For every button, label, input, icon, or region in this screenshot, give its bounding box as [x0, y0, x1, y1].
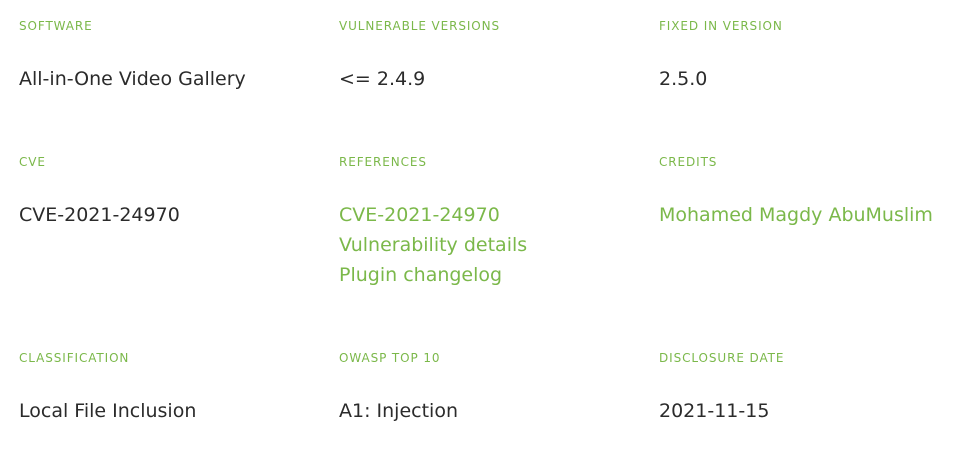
cve-value: CVE-2021-24970: [19, 204, 180, 226]
owasp-label: OWASP TOP 10: [339, 351, 441, 365]
disclosure-date-label: DISCLOSURE DATE: [659, 351, 785, 365]
cve-field: CVE CVE-2021-24970: [19, 155, 180, 230]
disclosure-date-field: DISCLOSURE DATE 2021-11-15: [659, 351, 784, 426]
reference-link-vulnerability-details[interactable]: Vulnerability details: [339, 234, 528, 256]
references-field: REFERENCES CVE-2021-24970 Vulnerability …: [339, 155, 527, 290]
credits-label: CREDITS: [659, 155, 718, 169]
vulnerable-versions-value: <= 2.4.9: [339, 68, 426, 90]
classification-value: Local File Inclusion: [19, 400, 197, 422]
software-field: SOFTWARE All-in-One Video Gallery: [19, 19, 246, 94]
cve-label: CVE: [19, 155, 46, 169]
vulnerable-versions-label: VULNERABLE VERSIONS: [339, 19, 501, 33]
disclosure-date-value: 2021-11-15: [659, 400, 770, 422]
fixed-in-version-value: 2.5.0: [659, 68, 708, 90]
vulnerable-versions-field: VULNERABLE VERSIONS <= 2.4.9: [339, 19, 500, 94]
classification-label: CLASSIFICATION: [19, 351, 130, 365]
classification-field: CLASSIFICATION Local File Inclusion: [19, 351, 196, 426]
fixed-in-version-label: FIXED IN VERSION: [659, 19, 783, 33]
fixed-in-version-field: FIXED IN VERSION 2.5.0: [659, 19, 783, 94]
credits-value-wrapper: Mohamed Magdy AbuMuslim: [659, 200, 933, 230]
references-list: CVE-2021-24970 Vulnerability details Plu…: [339, 200, 527, 290]
reference-link-cve[interactable]: CVE-2021-24970: [339, 204, 500, 226]
credits-field: CREDITS Mohamed Magdy AbuMuslim: [659, 155, 933, 230]
references-label: REFERENCES: [339, 155, 427, 169]
reference-link-plugin-changelog[interactable]: Plugin changelog: [339, 264, 503, 286]
owasp-value: A1: Injection: [339, 400, 458, 422]
credits-link[interactable]: Mohamed Magdy AbuMuslim: [659, 204, 933, 226]
software-value: All-in-One Video Gallery: [19, 68, 246, 90]
owasp-field: OWASP TOP 10 A1: Injection: [339, 351, 458, 426]
software-label: SOFTWARE: [19, 19, 93, 33]
